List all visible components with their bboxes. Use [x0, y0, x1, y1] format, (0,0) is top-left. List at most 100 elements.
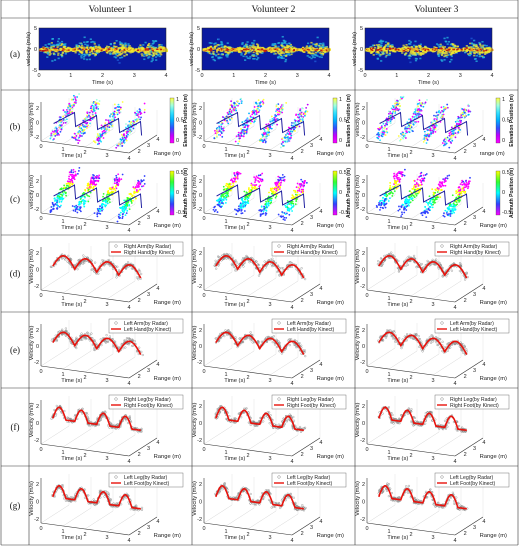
scatter-point	[117, 143, 120, 146]
scatter-point	[120, 178, 123, 181]
scatter-point	[377, 133, 379, 135]
scatter-point	[53, 127, 56, 130]
scatter-point	[104, 200, 107, 203]
scatter-point	[113, 110, 116, 113]
spectrogram-cell	[269, 46, 272, 49]
spectrogram-cell	[282, 52, 286, 54]
spectrogram-band	[240, 50, 243, 52]
scatter-point	[117, 215, 120, 218]
spectrogram-band	[104, 47, 107, 49]
time-tick-label: 3	[105, 225, 108, 231]
scatter-point	[454, 132, 457, 135]
spectrogram-cell	[478, 53, 481, 56]
scatter-point	[262, 98, 265, 101]
spectrogram-cell	[57, 54, 60, 56]
spectrogram-band	[224, 48, 227, 50]
scatter-point	[87, 184, 90, 187]
spectrogram-cell	[458, 49, 461, 52]
spectrogram-cell	[61, 43, 64, 45]
scatter-point	[399, 105, 402, 107]
scatter-point	[418, 99, 421, 102]
spectrogram-band	[373, 49, 376, 51]
spectrogram-cell	[95, 50, 98, 53]
scatter-point	[137, 179, 140, 182]
spectrogram-cell	[319, 52, 322, 54]
spectrogram-cell	[305, 45, 309, 47]
spectrogram-cell	[116, 55, 119, 57]
spectrogram-cell	[437, 49, 440, 51]
scatter-point	[450, 142, 453, 144]
spectrogram-cell	[124, 51, 127, 54]
scatter-point	[77, 142, 80, 144]
scatter-point	[221, 135, 224, 138]
scatter-point	[246, 126, 249, 128]
spectrogram-cell	[74, 51, 77, 54]
colorbar-tick-label: 0.5	[339, 118, 347, 124]
scatter-point	[96, 102, 99, 105]
spectrogram-cell	[148, 51, 151, 54]
spectrogram-band	[130, 49, 133, 52]
spectrogram-cell	[152, 46, 155, 48]
scatter-point	[77, 170, 80, 172]
scatter-point	[108, 193, 111, 196]
spectrogram-band	[435, 47, 438, 50]
scatter-point	[278, 110, 281, 113]
scatter-point	[235, 103, 238, 106]
spectrogram-cell	[115, 39, 118, 42]
scatter-point	[102, 195, 104, 198]
spectrogram-cell	[422, 47, 425, 49]
scatter-point	[425, 142, 428, 144]
spectrogram-cell	[151, 57, 154, 60]
spectrogram-band	[413, 48, 416, 50]
spectrogram-cell	[241, 43, 244, 45]
spectrogram-cell	[271, 44, 274, 46]
scatter-point	[377, 127, 379, 130]
spectrogram-cell	[443, 51, 447, 54]
scatter-point	[220, 131, 223, 134]
time-tick-label: 1	[61, 219, 64, 225]
spectrogram-band	[289, 49, 292, 51]
spectrogram-cell	[106, 51, 109, 53]
scatter-point	[423, 130, 426, 133]
spectrogram-band	[220, 49, 223, 52]
spectrogram-cell	[452, 45, 455, 47]
scatter-point	[440, 116, 443, 119]
scatter-point	[112, 115, 115, 117]
scatter-point	[53, 138, 55, 140]
scatter-point	[74, 96, 77, 99]
spectrogram-cell	[274, 47, 277, 50]
spectrogram-cell	[228, 51, 231, 54]
spectrogram-cell	[253, 39, 256, 42]
scatter-point	[82, 198, 85, 201]
scatter-point	[140, 112, 143, 115]
spectrogram-band	[326, 49, 329, 52]
range-tick-label: 4	[156, 209, 159, 215]
scatter-point	[111, 186, 114, 189]
spectrogram-cell	[86, 44, 89, 47]
spectrogram-cell	[270, 47, 273, 49]
scatter-point	[143, 183, 146, 185]
spectrogram-band	[369, 47, 372, 49]
scatter-point	[90, 179, 92, 182]
scatter-point	[84, 196, 86, 199]
spectrogram-cell	[228, 46, 231, 49]
spectrogram-cell	[443, 48, 446, 51]
scatter-point	[62, 122, 65, 124]
scatter-point	[395, 101, 398, 104]
spectrogram-cell	[471, 42, 474, 45]
spectrogram-cell	[148, 56, 151, 58]
spectrogram-cell	[52, 44, 55, 46]
spectrogram-band	[385, 48, 388, 50]
colorbar-tick-label: 0.5	[502, 118, 510, 124]
spectrogram-cell	[230, 50, 233, 52]
velocity-axis-label: velocity (m/s)	[29, 175, 35, 209]
scatter-point	[435, 117, 438, 119]
spectrogram-cell	[285, 55, 288, 57]
scatter-point	[253, 109, 255, 112]
scatter-point	[409, 124, 412, 127]
scatter-point	[56, 203, 58, 206]
spectrogram-band	[39, 49, 42, 52]
spectrogram-cell	[121, 46, 124, 48]
x-tick-label: 4	[164, 73, 167, 79]
